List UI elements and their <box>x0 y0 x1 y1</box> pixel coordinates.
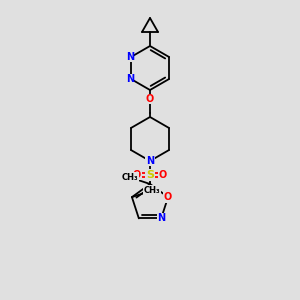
Text: O: O <box>164 192 172 202</box>
Text: O: O <box>133 170 141 180</box>
Text: S: S <box>146 170 154 180</box>
Text: N: N <box>126 74 134 84</box>
Text: CH₃: CH₃ <box>122 172 138 182</box>
Text: O: O <box>159 170 167 180</box>
Text: CH₃: CH₃ <box>144 186 160 195</box>
Text: N: N <box>126 52 134 62</box>
Text: O: O <box>146 94 154 104</box>
Text: N: N <box>157 213 165 224</box>
Text: N: N <box>146 156 154 166</box>
